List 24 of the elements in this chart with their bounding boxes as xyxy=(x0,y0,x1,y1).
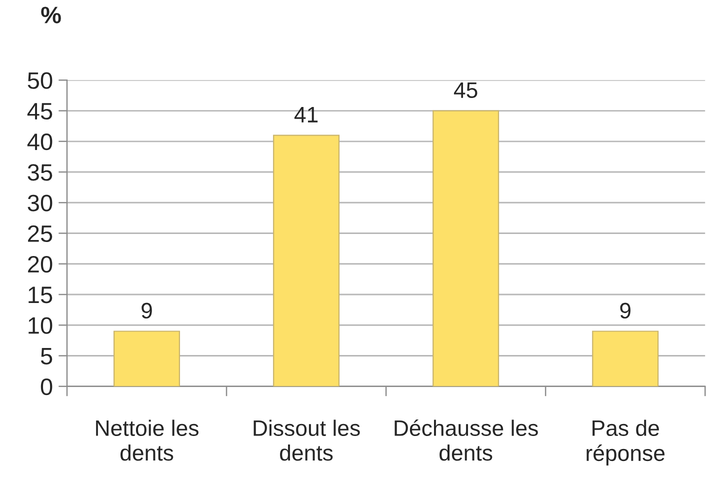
x-tick-label: Dissout les dents xyxy=(254,420,360,461)
y-tick-label: 20 xyxy=(28,256,52,273)
bar xyxy=(273,134,340,386)
bar xyxy=(114,330,180,386)
y-tick-label: 50 xyxy=(28,72,52,89)
data-label: 9 xyxy=(142,302,152,319)
y-tick-label: 45 xyxy=(27,103,52,120)
data-label: 45 xyxy=(454,82,478,98)
y-tick-label: 10 xyxy=(28,317,52,334)
y-tick-label: 0 xyxy=(40,378,52,396)
y-tick-label: 35 xyxy=(28,164,52,181)
y-tick-label: 15 xyxy=(28,286,52,304)
bar xyxy=(592,330,659,386)
x-tick-label: Nettoie les dents xyxy=(96,420,198,461)
y-tick-label: 30 xyxy=(28,194,52,212)
x-tick-label: Pas de réponse xyxy=(586,420,665,466)
y-tick-label: 25 xyxy=(28,225,52,242)
x-tick-label: Déchausse les dents xyxy=(394,419,538,461)
y-tick-label: 5 xyxy=(40,348,52,365)
y-axis-title: % xyxy=(41,6,61,24)
data-label: 41 xyxy=(294,107,318,122)
bar xyxy=(432,110,500,386)
y-tick-label: 40 xyxy=(27,133,52,150)
data-label: 9 xyxy=(620,302,630,319)
